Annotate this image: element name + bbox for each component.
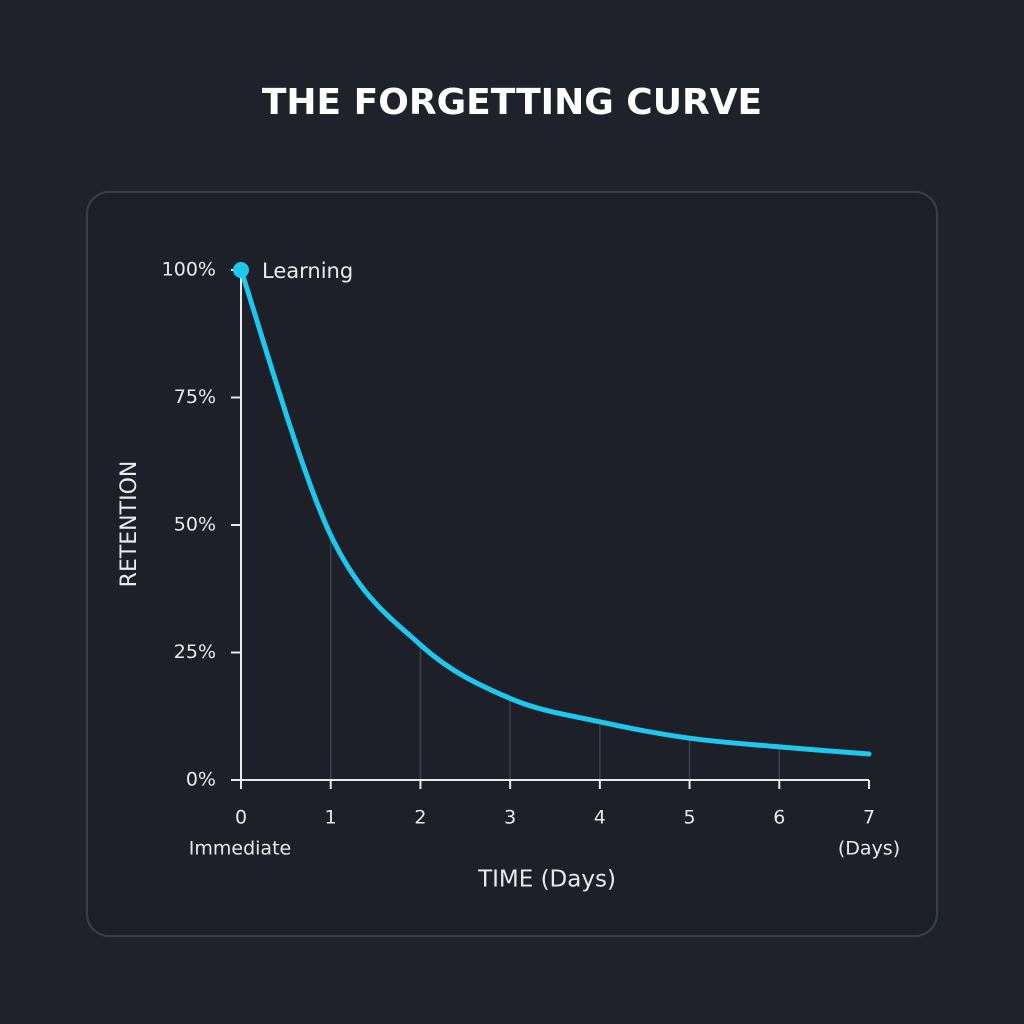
line [238, 267, 872, 757]
y-tick-label: 0% [186, 769, 216, 791]
x-tick-label: 2 [414, 807, 426, 829]
x-start-note: Immediate [189, 838, 291, 860]
x-tick-label: 6 [773, 807, 785, 829]
x-end-note: (Days) [838, 838, 900, 860]
y-tick-label: 100% [162, 259, 216, 281]
x-axis-label: TIME (Days) [477, 867, 616, 893]
y-tick-label: 75% [174, 386, 216, 408]
x-tick-label: 0 [235, 807, 247, 829]
x-tick-label: 3 [504, 807, 516, 829]
chart-title: THE FORGETTING CURVE [262, 82, 762, 123]
y-tick-label: 25% [174, 641, 216, 663]
start-point [233, 262, 249, 278]
y-tick-label: 50% [174, 514, 216, 536]
legend-label: Learning [262, 259, 353, 283]
x-tick-label: 4 [594, 807, 606, 829]
panel [86, 191, 938, 937]
x-tick-label: 7 [863, 807, 875, 829]
x-tick-label: 1 [325, 807, 337, 829]
x-tick-label: 5 [684, 807, 696, 829]
y-axis-label: RETENTION [117, 461, 142, 588]
